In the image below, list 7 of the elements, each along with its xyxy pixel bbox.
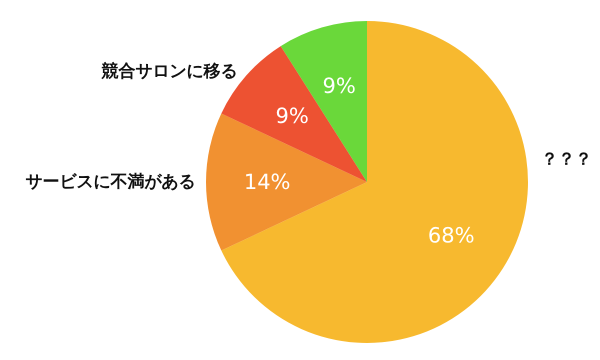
slice-label: 競合サロンに移る: [100, 61, 238, 82]
data-label: 68%: [428, 223, 475, 248]
slice-label: サービスに不満がある: [26, 172, 196, 192]
data-label: 9%: [322, 74, 356, 98]
data-label: 9%: [275, 104, 309, 128]
data-label: 14%: [244, 170, 291, 194]
slice-label: ？？？: [540, 150, 592, 170]
